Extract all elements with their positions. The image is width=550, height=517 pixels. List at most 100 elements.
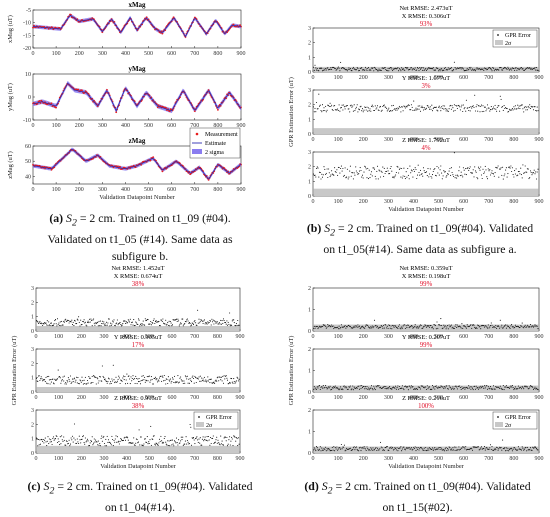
gpr-error-point — [367, 387, 370, 389]
gpr-error-point — [334, 450, 336, 452]
gpr-error-point — [514, 173, 516, 175]
gpr-error-point — [226, 445, 229, 447]
gpr-error-point — [91, 436, 93, 438]
gpr-error-point — [38, 322, 40, 324]
gpr-error-point — [450, 67, 452, 69]
gpr-error-point — [131, 321, 133, 323]
gpr-error-point — [386, 70, 388, 72]
gpr-error-point — [229, 381, 231, 383]
gpr-error-point — [376, 326, 378, 328]
gpr-error-point — [97, 321, 99, 323]
gpr-error-point — [448, 68, 450, 71]
gpr-error-point — [481, 68, 483, 71]
gpr-error-point — [314, 107, 316, 109]
gpr-error-point — [203, 320, 205, 322]
gpr-error-point — [337, 448, 339, 450]
chart-c-1-xtick-label: 0 — [35, 395, 38, 401]
gpr-error-point — [345, 449, 347, 451]
gpr-error-point — [154, 322, 156, 325]
gpr-error-point — [155, 320, 157, 322]
gpr-error-point — [441, 385, 443, 387]
gpr-error-point — [204, 436, 206, 438]
gpr-error-point — [514, 386, 516, 388]
gpr-error-point — [524, 68, 526, 71]
gpr-error-point — [396, 327, 398, 329]
gpr-error-point — [441, 106, 443, 108]
gpr-error-point — [92, 381, 94, 384]
gpr-error-point — [432, 108, 434, 110]
gpr-error-point — [529, 386, 531, 388]
gpr-error-point — [401, 69, 403, 71]
chart-d-1-xtick-label: 0 — [312, 395, 315, 401]
gpr-error-point — [364, 325, 367, 327]
gpr-error-point — [454, 449, 456, 452]
chart-c-1-xtick-label: 500 — [145, 395, 154, 401]
gpr-error-point — [508, 110, 510, 113]
gpr-error-point — [190, 381, 193, 383]
gpr-error-point — [165, 324, 167, 326]
gpr-error-point — [118, 443, 120, 445]
gpr-error-point — [144, 324, 146, 326]
chart-a-yMag-xtick-label: 100 — [52, 123, 61, 129]
gpr-error-point — [191, 376, 193, 378]
gpr-error-point — [376, 325, 379, 327]
gpr-error-point — [352, 110, 354, 112]
gpr-error-point — [112, 320, 114, 322]
measurement-point — [157, 104, 160, 107]
gpr-error-point — [462, 67, 464, 69]
gpr-error-point — [527, 325, 529, 327]
gpr-error-point — [474, 166, 476, 168]
gpr-error-point — [484, 165, 486, 167]
gpr-error-point — [434, 447, 436, 449]
gpr-error-point — [63, 439, 65, 441]
gpr-error-point — [167, 382, 169, 385]
gpr-error-point — [212, 437, 214, 439]
chart-c-0-frame — [35, 287, 241, 332]
gpr-error-point — [494, 104, 496, 106]
gpr-error-point — [162, 376, 164, 378]
gpr-error-point — [488, 170, 490, 172]
gpr-error-point — [344, 167, 346, 169]
gpr-error-point — [88, 376, 90, 378]
chart-b-1-ytick-label: 3 — [308, 88, 311, 94]
gpr-error-point — [515, 449, 517, 451]
gpr-error-point — [60, 382, 62, 384]
gpr-error-point — [51, 443, 53, 446]
gpr-error-point — [517, 104, 519, 106]
gpr-error-point — [369, 449, 371, 451]
gpr-error-point — [453, 152, 455, 154]
caption-b-label: (b) — [306, 221, 322, 235]
gpr-error-point — [443, 388, 445, 390]
gpr-error-point — [90, 319, 93, 321]
gpr-error-point — [512, 387, 514, 389]
gpr-error-point — [410, 447, 412, 449]
gpr-error-point — [103, 435, 105, 437]
gpr-error-point — [471, 69, 473, 71]
gpr-error-point — [396, 387, 398, 389]
chart-a-zMag-ytick-label: 60 — [25, 144, 31, 150]
gpr-error-point — [374, 67, 376, 69]
gpr-error-point — [451, 449, 453, 451]
gpr-error-point — [345, 327, 347, 329]
gpr-error-point — [537, 69, 539, 71]
gpr-error-point — [394, 175, 396, 177]
chart-b-0-xtick-label: 900 — [535, 75, 544, 81]
gpr-error-point — [415, 450, 417, 452]
gpr-error-point — [378, 169, 380, 171]
gpr-error-point — [93, 438, 95, 440]
gpr-error-point — [495, 324, 497, 326]
gpr-error-point — [486, 326, 488, 328]
gpr-error-point — [181, 439, 183, 441]
gpr-error-point — [489, 325, 492, 327]
measurement-point — [193, 110, 196, 112]
gpr-error-point — [341, 448, 343, 450]
gpr-error-point — [124, 436, 126, 438]
gpr-error-point — [112, 321, 114, 323]
gpr-error-point — [481, 385, 483, 387]
gpr-error-point — [187, 320, 189, 322]
chart-d-1-xtick-label: 100 — [334, 395, 343, 401]
gpr-error-point — [328, 387, 330, 389]
gpr-error-point — [44, 437, 46, 439]
